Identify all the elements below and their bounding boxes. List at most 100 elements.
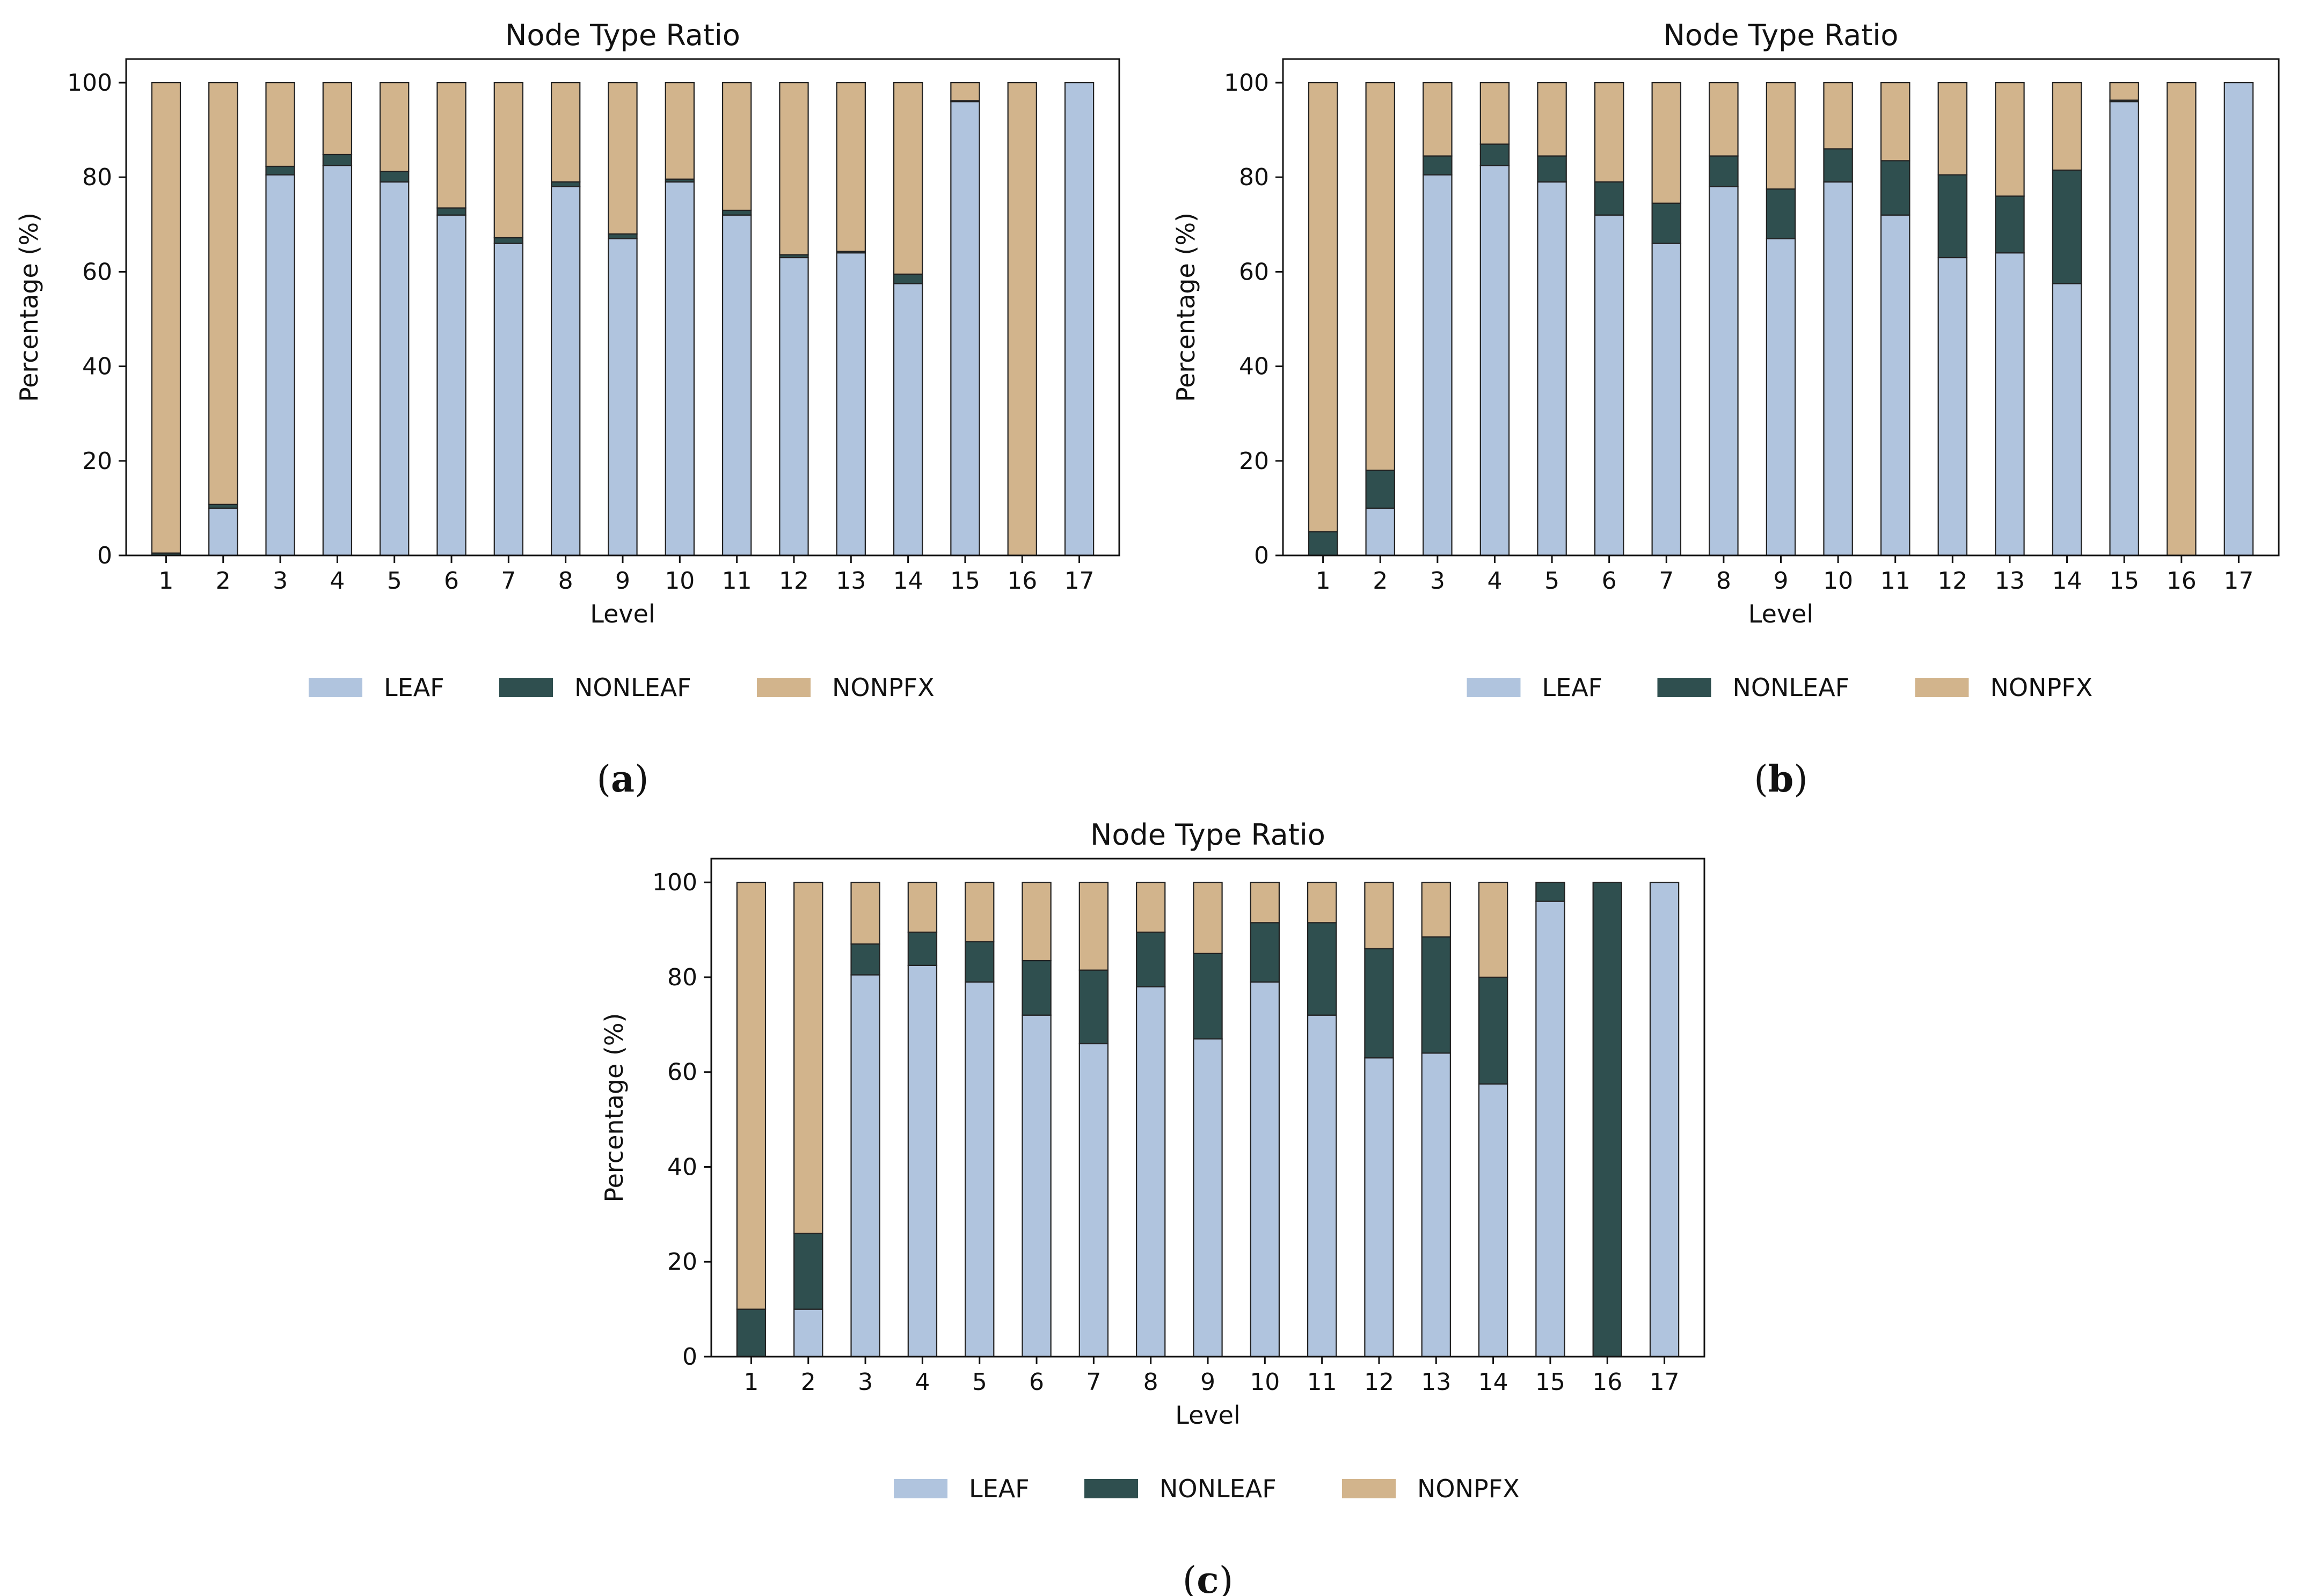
x-tick-label: 17 xyxy=(1650,1368,1680,1396)
bar-nonpfx-level-12 xyxy=(779,82,809,255)
bar-nonleaf-level-1 xyxy=(1308,531,1338,557)
chart-title: Node Type Ratio xyxy=(505,18,740,52)
bar-leaf-level-14 xyxy=(893,283,923,557)
y-axis-label: Percentage (%) xyxy=(1171,213,1200,402)
bars xyxy=(151,82,1095,557)
x-tick-label: 16 xyxy=(1592,1368,1622,1396)
x-tick-label: 17 xyxy=(2223,567,2254,595)
bar-nonpfx-level-9 xyxy=(1193,882,1223,954)
y-tick-label: 80 xyxy=(667,964,697,991)
bar-nonpfx-level-8 xyxy=(1135,882,1166,933)
y-tick-label: 20 xyxy=(1239,448,1269,475)
bar-nonpfx-level-7 xyxy=(1651,82,1682,204)
x-tick-label: 5 xyxy=(1544,567,1559,595)
bar-nonleaf-level-10 xyxy=(1823,148,1853,183)
bar-leaf-level-17 xyxy=(2223,82,2254,557)
bar-nonleaf-level-7 xyxy=(1651,202,1682,244)
bar-nonleaf-level-9 xyxy=(1193,953,1223,1039)
bar-nonpfx-level-2 xyxy=(208,82,238,505)
bar-nonpfx-level-15 xyxy=(950,82,980,101)
x-tick-label: 14 xyxy=(2052,567,2082,595)
caption-close: ) xyxy=(1793,758,1808,801)
bar-nonpfx-level-2 xyxy=(793,882,823,1234)
bar-nonpfx-level-13 xyxy=(1421,882,1451,938)
legend-label-nonleaf: NONLEAF xyxy=(574,673,691,702)
bar-nonpfx-level-11 xyxy=(1880,82,1910,162)
bar-nonpfx-level-10 xyxy=(1823,82,1853,150)
bar-leaf-level-3 xyxy=(850,974,880,1358)
bar-leaf-level-10 xyxy=(1823,181,1853,557)
bar-leaf-level-11 xyxy=(721,214,752,557)
x-tick-label: 15 xyxy=(950,567,980,595)
x-axis-label: Level xyxy=(590,599,655,628)
y-tick-label: 20 xyxy=(82,448,112,475)
x-axis-label: Level xyxy=(1175,1401,1240,1430)
bar-nonpfx-level-4 xyxy=(1479,82,1510,145)
y-tick-label: 40 xyxy=(82,353,112,380)
x-tick-label: 9 xyxy=(1200,1368,1215,1396)
bar-leaf-level-12 xyxy=(779,257,809,557)
bar-leaf-level-7 xyxy=(493,243,524,557)
x-tick-label: 5 xyxy=(972,1368,987,1396)
bar-leaf-level-6 xyxy=(1022,1014,1052,1358)
bar-nonleaf-level-3 xyxy=(265,165,295,175)
x-tick-label: 11 xyxy=(722,567,752,595)
legend-swatch-leaf xyxy=(894,1479,947,1498)
x-tick-label: 7 xyxy=(1086,1368,1101,1396)
bar-nonleaf-level-2 xyxy=(1365,470,1395,509)
bar-leaf-level-2 xyxy=(793,1308,823,1358)
bar-nonpfx-level-3 xyxy=(850,882,880,945)
x-tick-label: 12 xyxy=(779,567,809,595)
bar-nonleaf-level-8 xyxy=(1135,931,1166,987)
caption-close: ) xyxy=(1219,1560,1234,1596)
bar-nonpfx-level-1 xyxy=(151,82,181,554)
caption-open: ( xyxy=(596,758,611,801)
bar-leaf-level-2 xyxy=(208,507,238,557)
legend-label-leaf: LEAF xyxy=(969,1474,1030,1503)
bar-leaf-level-15 xyxy=(950,101,980,557)
x-tick-label: 15 xyxy=(2109,567,2139,595)
bar-nonpfx-level-6 xyxy=(436,82,466,209)
bar-nonpfx-level-6 xyxy=(1022,882,1052,962)
bar-nonpfx-level-13 xyxy=(836,82,866,252)
bar-leaf-level-10 xyxy=(665,181,695,557)
bar-nonleaf-level-14 xyxy=(2052,169,2082,284)
bar-leaf-level-17 xyxy=(1649,882,1680,1358)
bar-leaf-level-3 xyxy=(1423,174,1453,557)
bar-leaf-level-12 xyxy=(1937,257,1968,557)
legend-swatch-nonleaf xyxy=(1084,1479,1138,1498)
caption-letter: b xyxy=(1768,758,1794,801)
legend-label-nonleaf: NONLEAF xyxy=(1733,673,1850,702)
bar-nonpfx-level-8 xyxy=(550,82,581,183)
x-tick-label: 13 xyxy=(836,567,866,595)
bar-nonleaf-level-2 xyxy=(793,1233,823,1310)
bar-nonpfx-level-7 xyxy=(493,82,524,239)
legend-swatch-nonleaf xyxy=(499,678,553,697)
caption-letter: a xyxy=(611,758,635,801)
panel-caption: (c) xyxy=(1183,1559,1233,1596)
bar-nonleaf-level-6 xyxy=(1022,960,1052,1016)
x-tick-label: 12 xyxy=(1364,1368,1394,1396)
bar-nonleaf-level-11 xyxy=(1307,922,1337,1016)
bar-nonpfx-level-5 xyxy=(965,882,995,942)
legend-label-leaf: LEAF xyxy=(1542,673,1603,702)
legend-swatch-nonleaf xyxy=(1657,678,1711,697)
x-axis-label: Level xyxy=(1748,599,1813,628)
bar-nonleaf-level-13 xyxy=(1421,936,1451,1054)
bar-nonleaf-level-5 xyxy=(965,941,995,983)
bar-leaf-level-6 xyxy=(436,214,466,557)
y-tick-label: 40 xyxy=(667,1153,697,1181)
legend-swatch-leaf xyxy=(309,678,362,697)
x-tick-label: 13 xyxy=(1995,567,2025,595)
bar-nonpfx-level-11 xyxy=(721,82,752,211)
bar-nonleaf-level-8 xyxy=(550,181,581,187)
bar-nonleaf-level-11 xyxy=(721,209,752,216)
bar-leaf-level-7 xyxy=(1651,243,1682,557)
legend: LEAF NONLEAF NONPFX xyxy=(894,1474,1520,1503)
bar-leaf-level-8 xyxy=(1135,986,1166,1358)
bars xyxy=(1308,82,2254,557)
y-tick-label: 20 xyxy=(667,1248,697,1276)
bar-nonpfx-level-14 xyxy=(1478,882,1508,978)
